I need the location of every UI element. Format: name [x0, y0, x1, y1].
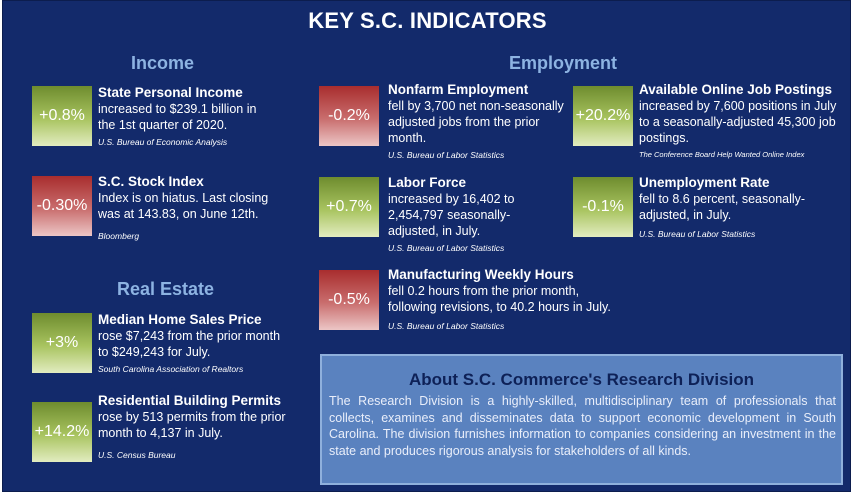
indicator-home-sales: Median Home Sales Price rose $7,243 from… — [98, 311, 293, 375]
indicator-stock-index: S.C. Stock Index Index is on hiatus. Las… — [98, 173, 293, 242]
indicator-job-postings: Available Online Job Postings increased … — [639, 81, 839, 161]
indicator-source: U.S. Bureau of Labor Statistics — [388, 150, 505, 160]
badge-home-sales: +3% — [32, 313, 92, 373]
indicator-source: U.S. Bureau of Labor Statistics — [639, 229, 756, 239]
indicator-text: rose by 513 permits from the prior month… — [98, 410, 286, 440]
indicator-text: increased by 7,600 positions in July to … — [639, 99, 837, 145]
indicator-text: increased to $239.1 billion in the 1st q… — [98, 102, 257, 132]
about-panel: About S.C. Commerce's Research Division … — [320, 354, 843, 485]
indicator-source: U.S. Bureau of Economic Analysis — [98, 137, 228, 147]
indicator-source: Bloomberg — [98, 231, 140, 241]
badge-building-permits: +14.2% — [32, 402, 92, 462]
section-title-employment: Employment — [509, 53, 618, 73]
indicator-source: South Carolina Association of Realtors — [98, 364, 244, 374]
indicator-title: Nonfarm Employment — [388, 82, 529, 97]
indicator-nonfarm: Nonfarm Employment fell by 3,700 net non… — [388, 81, 573, 161]
indicator-title: Labor Force — [388, 175, 467, 190]
badge-nonfarm: -0.2% — [319, 86, 379, 146]
indicator-building-permits: Residential Building Permits rose by 513… — [98, 392, 298, 461]
indicator-text: fell to 8.6 percent, seasonally-adjusted… — [639, 192, 806, 222]
indicator-text: increased by 16,402 to 2,454,797 seasona… — [388, 192, 515, 238]
indicator-unemployment: Unemployment Rate fell to 8.6 percent, s… — [639, 174, 824, 240]
indicator-title: Residential Building Permits — [98, 393, 282, 408]
indicator-source: U.S. Census Bureau — [98, 450, 176, 460]
indicator-title: Unemployment Rate — [639, 175, 770, 190]
section-title-real-estate: Real Estate — [117, 279, 215, 299]
about-title: About S.C. Commerce's Research Division — [408, 370, 755, 389]
indicator-text: fell 0.2 hours from the prior month, fol… — [388, 284, 611, 314]
indicator-source: The Conference Board Help Wanted Online … — [639, 150, 805, 159]
indicator-title: Available Online Job Postings — [639, 82, 833, 97]
badge-labor-force: +0.7% — [319, 177, 379, 237]
page-title: KEY S.C. INDICATORS — [308, 8, 547, 33]
indicator-manufacturing: Manufacturing Weekly Hours fell 0.2 hour… — [388, 266, 623, 332]
indicator-source: U.S. Bureau of Labor Statistics — [388, 243, 505, 253]
badge-unemployment: -0.1% — [573, 177, 633, 237]
indicator-title: Median Home Sales Price — [98, 312, 262, 327]
indicator-title: S.C. Stock Index — [98, 174, 204, 189]
badge-stock-index: -0.30% — [32, 176, 92, 236]
badge-manufacturing: -0.5% — [319, 270, 379, 330]
indicator-title: State Personal Income — [98, 85, 243, 100]
indicator-source: U.S. Bureau of Labor Statistics — [388, 321, 505, 331]
about-text: The Research Division is a highly-skille… — [329, 394, 836, 458]
indicator-labor-force: Labor Force increased by 16,402 to 2,454… — [388, 174, 528, 254]
indicator-text: fell by 3,700 net non-seasonally adjuste… — [388, 99, 564, 145]
badge-personal-income: +0.8% — [32, 86, 92, 146]
indicator-text: rose $7,243 from the prior month to $249… — [98, 329, 281, 359]
badge-job-postings: +20.2% — [573, 86, 633, 146]
section-title-income: Income — [131, 53, 195, 73]
indicator-text: Index is on hiatus. Last closing was at … — [98, 191, 269, 221]
indicator-title: Manufacturing Weekly Hours — [388, 267, 574, 282]
indicator-personal-income: State Personal Income increased to $239.… — [98, 84, 258, 148]
